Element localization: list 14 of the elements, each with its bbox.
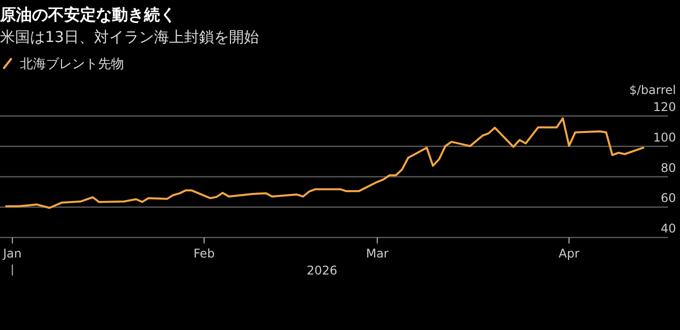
y-tick-label: 120: [653, 100, 676, 114]
y-tick-label: 80: [660, 160, 676, 175]
x-tick-label: Apr: [558, 246, 580, 260]
y-tick-label: 60: [660, 191, 676, 206]
x-axis-title: 2026: [306, 264, 338, 278]
chart-subtitle: 米国は13日、対イラン海上封鎖を開始: [0, 28, 260, 46]
x-tick-label: Feb: [193, 246, 215, 260]
chart-title: 原油の不安定な動き続く: [0, 5, 176, 24]
y-tick-label: 100: [653, 130, 676, 144]
y-tick-label: 40: [660, 222, 676, 236]
legend-label: 北海ブレント先物: [20, 57, 124, 72]
x-tick-label: Mar: [366, 246, 389, 260]
y-axis-title: $/barrel: [629, 83, 676, 97]
x-tick-label: Jan: [2, 246, 22, 260]
